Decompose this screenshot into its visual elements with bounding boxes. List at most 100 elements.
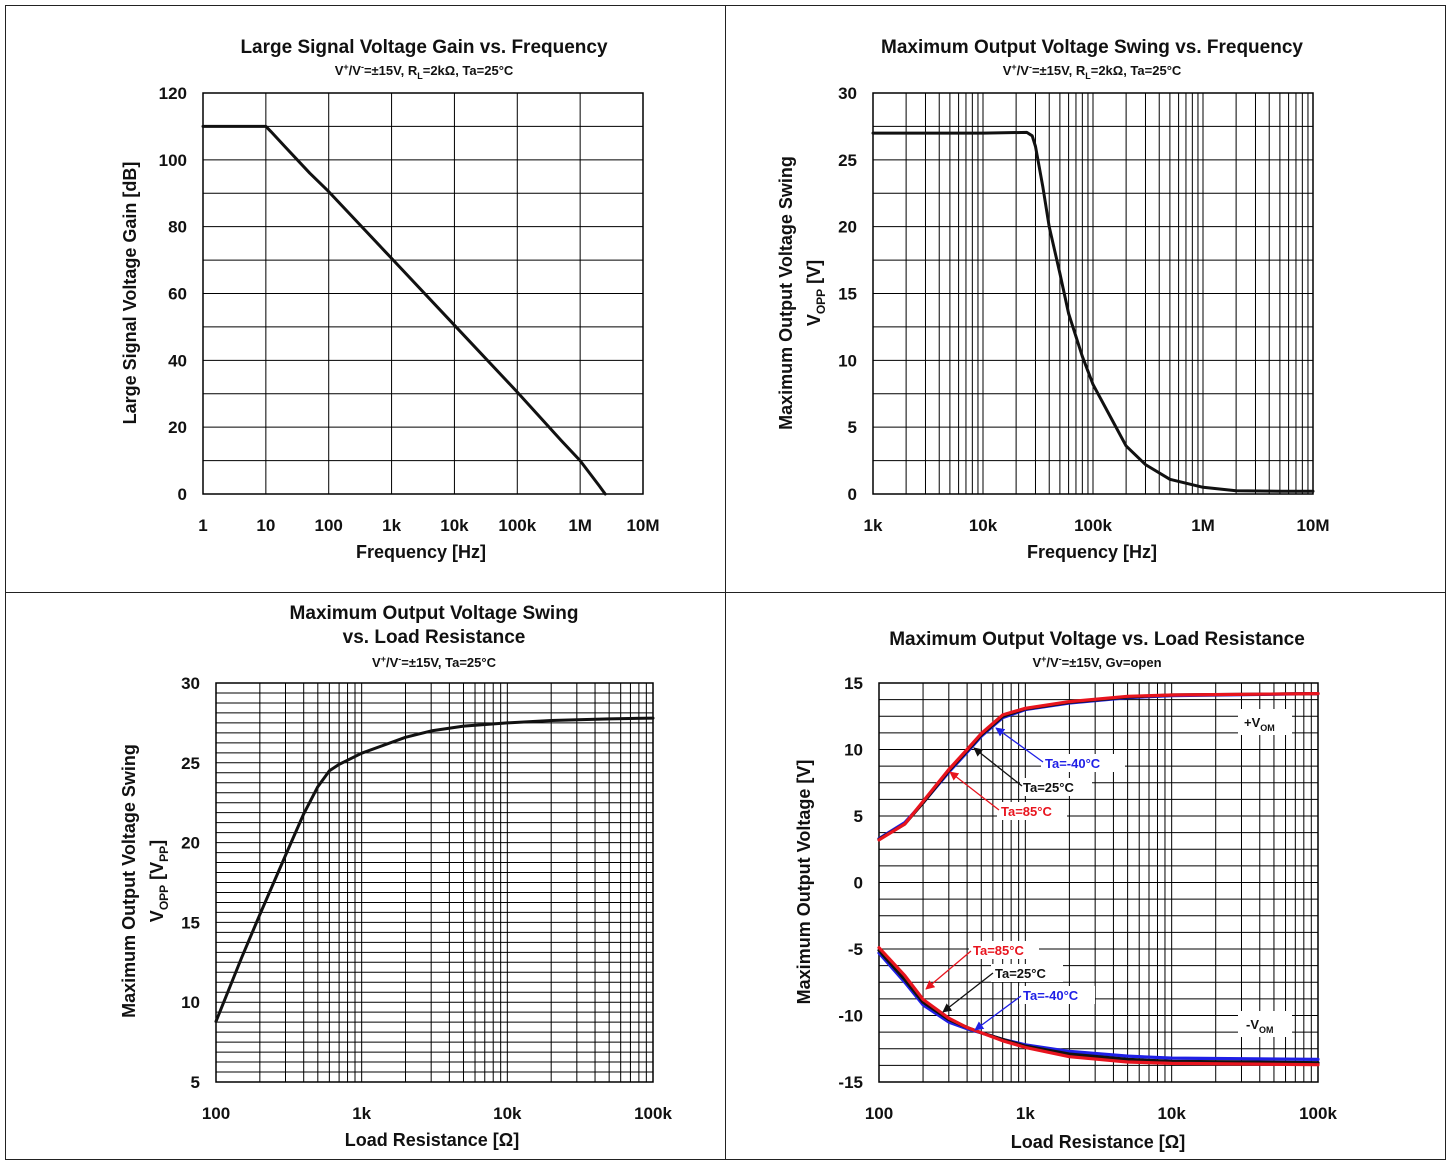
y-tick-label: 5	[191, 1073, 200, 1092]
chart4-subtitle: V+/V-=±15V, Gv=open	[1032, 654, 1161, 670]
series-line	[877, 946, 1320, 1067]
x-tick-label: 1k	[1016, 1104, 1035, 1123]
series-line	[214, 716, 655, 1023]
ann-pos-85: Ta=85°C	[1001, 804, 1052, 819]
plot-border	[878, 682, 1319, 1083]
arrow-pos-85	[949, 771, 1000, 811]
chart3-title-line1: Maximum Output Voltage Swing	[290, 603, 579, 624]
series-line	[871, 130, 1315, 493]
chart-swing-vs-load: Maximum Output Voltage Swing vs. Load Re…	[119, 603, 672, 1150]
x-tick-label: 1M	[1191, 516, 1215, 535]
chart2-title: Maximum Output Voltage Swing vs. Frequen…	[881, 37, 1303, 58]
chart2-series	[871, 130, 1315, 493]
chart2-ticks: 1k 10k 100k 1M 10M 0 5 10 15 20 25 30	[838, 84, 1329, 535]
chart2-ylabel-line2: VOPP [V]	[804, 260, 828, 326]
ann-neg-25: Ta=25°C	[995, 966, 1046, 981]
y-tick-label: 15	[181, 913, 200, 932]
x-tick-label: 10k	[440, 516, 469, 535]
y-tick-label: 15	[844, 674, 863, 693]
x-tick-label: 1	[198, 516, 207, 535]
chart-gain-vs-frequency: Large Signal Voltage Gain vs. Frequency …	[120, 37, 660, 562]
x-tick-label: 10	[256, 516, 275, 535]
chart1-series	[201, 124, 607, 496]
x-tick-label: 100	[865, 1104, 893, 1123]
y-tick-label: 0	[854, 874, 863, 893]
ann-neg-m40: Ta=-40°C	[1023, 988, 1079, 1003]
y-tick-label: 120	[159, 84, 187, 103]
chart4-grid	[878, 682, 1319, 1083]
x-tick-label: 100	[315, 516, 343, 535]
x-tick-label: 1M	[568, 516, 592, 535]
chart4-ylabel: Maximum Output Voltage [V]	[794, 760, 814, 1005]
arrow-neg-m40	[974, 995, 1022, 1031]
series-line	[877, 951, 1320, 1062]
chart2-xlabel: Frequency [Hz]	[1027, 542, 1157, 562]
chart1-grid	[202, 92, 644, 495]
y-tick-label: 20	[168, 418, 187, 437]
chart3-ticks: 100 1k 10k 100k 5 10 15 20 25 30	[181, 674, 672, 1123]
y-tick-label: 30	[181, 674, 200, 693]
chart3-ylabel-line1: Maximum Output Voltage Swing	[119, 744, 139, 1018]
ann-bg-4	[969, 941, 1039, 959]
ann-bg-2	[1020, 778, 1092, 796]
ann-pos-25: Ta=25°C	[1023, 780, 1074, 795]
neg-vom-label-bg	[1238, 1011, 1292, 1037]
ann-bg-1	[1041, 754, 1125, 772]
y-tick-label: 100	[159, 151, 187, 170]
chart2-grid	[872, 92, 1314, 495]
y-tick-label: 0	[178, 485, 187, 504]
ann-bg-3	[997, 802, 1067, 820]
x-tick-label: 10M	[626, 516, 659, 535]
y-tick-label: 25	[181, 754, 200, 773]
plot-border	[872, 92, 1314, 495]
y-tick-label: 10	[844, 741, 863, 760]
chart3-xlabel: Load Resistance [Ω]	[345, 1130, 519, 1150]
x-tick-label: 1k	[382, 516, 401, 535]
x-tick-label: 100k	[1299, 1104, 1337, 1123]
y-tick-label: 30	[838, 84, 857, 103]
chart4-series	[877, 691, 1320, 1067]
x-tick-label: 10k	[969, 516, 998, 535]
x-tick-label: 10M	[1296, 516, 1329, 535]
y-tick-label: 80	[168, 218, 187, 237]
chart1-title: Large Signal Voltage Gain vs. Frequency	[240, 37, 608, 58]
y-tick-label: 0	[848, 485, 857, 504]
ann-bg-5	[991, 964, 1063, 982]
ann-bg-6	[1019, 986, 1095, 1004]
vertical-divider	[725, 5, 726, 1160]
ann-neg-85: Ta=85°C	[973, 943, 1024, 958]
x-tick-label: 1k	[864, 516, 883, 535]
chart2-subtitle: V+/V-=±15V, RL=2kΩ, Ta=25°C	[1003, 62, 1182, 81]
pos-vom-label: +VOM	[1244, 715, 1275, 733]
y-tick-label: 15	[838, 285, 857, 304]
arrow-pos-m40	[995, 727, 1044, 763]
y-tick-label: -15	[838, 1073, 863, 1092]
x-tick-label: 100k	[498, 516, 536, 535]
y-tick-label: -10	[838, 1007, 863, 1026]
ann-pos-m40: Ta=-40°C	[1045, 756, 1101, 771]
chart2-ylabel-line1: Maximum Output Voltage Swing	[776, 156, 796, 430]
y-tick-label: 25	[838, 151, 857, 170]
chart1-xlabel: Frequency [Hz]	[356, 542, 486, 562]
series-line	[201, 124, 607, 496]
chart4-xlabel: Load Resistance [Ω]	[1011, 1132, 1185, 1152]
pos-vom-label-bg	[1238, 709, 1292, 735]
chart3-grid	[215, 682, 654, 1083]
plot-border	[202, 92, 644, 495]
plot-border	[215, 682, 654, 1083]
chart3-subtitle: V+/V-=±15V, Ta=25°C	[372, 654, 497, 670]
x-tick-label: 100k	[634, 1104, 672, 1123]
y-tick-label: 10	[181, 993, 200, 1012]
chart4-annotations: +VOM -VOM Ta=-40°C Ta=25°C Ta=85°C Ta=85…	[925, 709, 1292, 1037]
arrow-neg-85	[925, 950, 972, 990]
y-tick-label: 20	[838, 218, 857, 237]
x-tick-label: 100k	[1074, 516, 1112, 535]
x-tick-label: 1k	[352, 1104, 371, 1123]
chart3-series	[214, 716, 655, 1023]
neg-vom-label: -VOM	[1246, 1017, 1274, 1035]
chart1-subtitle: V+/V-=±15V, RL=2kΩ, Ta=25°C	[335, 62, 514, 81]
x-tick-label: 10k	[1157, 1104, 1186, 1123]
series-line	[877, 691, 1320, 842]
series-line	[877, 948, 1320, 1065]
y-tick-label: 5	[848, 418, 857, 437]
